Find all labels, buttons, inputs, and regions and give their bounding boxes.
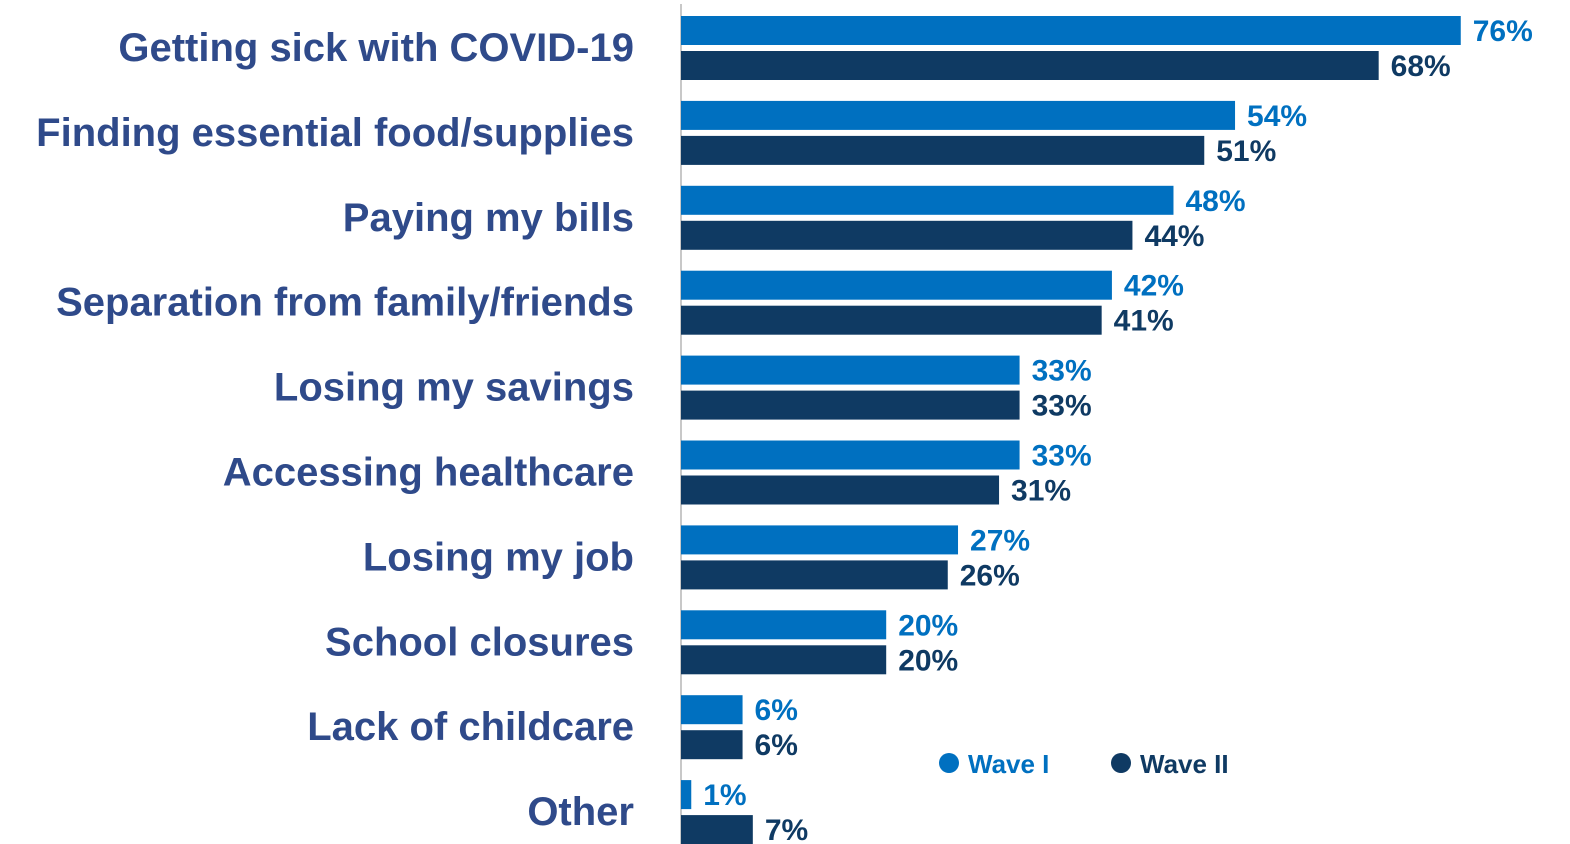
bar-wave-ii	[681, 51, 1379, 80]
bar-wave-i	[681, 185, 1174, 215]
bar-wave-i	[681, 695, 743, 725]
category-labels: Getting sick with COVID-19 Finding essent…	[36, 26, 634, 834]
value-label-wave-i: 6%	[755, 694, 798, 727]
category-label: Losing my job	[363, 535, 634, 579]
bar-wave-i	[681, 16, 1461, 45]
bar-wave-ii	[681, 815, 753, 844]
value-label-wave-ii: 44%	[1144, 220, 1204, 253]
category-label: Accessing healthcare	[223, 451, 634, 495]
value-label-wave-i: 20%	[898, 609, 958, 642]
category-label: Getting sick with COVID-19	[118, 26, 634, 70]
bar-wave-ii	[681, 475, 1000, 505]
legend-marker-wave-i	[939, 753, 959, 773]
value-label-wave-i: 1%	[703, 779, 746, 812]
bar-wave-ii	[681, 390, 1020, 420]
value-label-wave-ii: 51%	[1216, 135, 1276, 168]
value-labels: 76%68%54%51%48%44%42%41%33%33%33%31%27%2…	[703, 15, 1533, 844]
bar-wave-i	[681, 100, 1236, 130]
bar-wave-ii	[681, 730, 743, 760]
category-label: Paying my bills	[343, 196, 634, 240]
legend-label-wave-i: Wave I	[968, 749, 1049, 779]
value-label-wave-i: 76%	[1473, 15, 1533, 48]
legend-label-wave-ii: Wave II	[1140, 749, 1229, 779]
value-label-wave-ii: 68%	[1391, 50, 1451, 83]
bar-wave-i	[681, 780, 692, 810]
bars-group	[681, 16, 1461, 844]
value-label-wave-ii: 6%	[755, 729, 798, 762]
category-label: Other	[527, 790, 634, 834]
value-label-wave-ii: 41%	[1114, 305, 1174, 338]
bar-wave-ii	[681, 220, 1133, 250]
value-label-wave-i: 48%	[1185, 185, 1245, 218]
value-label-wave-i: 54%	[1247, 100, 1307, 133]
value-label-wave-i: 42%	[1124, 270, 1184, 303]
legend-marker-wave-ii	[1111, 753, 1131, 773]
bar-wave-i	[681, 610, 887, 640]
value-label-wave-i: 33%	[1032, 355, 1092, 388]
category-label: Losing my savings	[274, 366, 634, 410]
value-label-wave-i: 27%	[970, 524, 1030, 557]
bar-wave-i	[681, 270, 1112, 300]
bar-wave-ii	[681, 645, 887, 675]
bar-wave-ii	[681, 135, 1205, 165]
value-label-wave-ii: 20%	[898, 644, 958, 677]
value-label-wave-ii: 7%	[765, 814, 808, 844]
value-label-wave-i: 33%	[1032, 440, 1092, 473]
value-label-wave-ii: 31%	[1011, 475, 1071, 508]
bar-wave-ii	[681, 560, 948, 590]
bar-wave-ii	[681, 305, 1102, 335]
bar-wave-i	[681, 440, 1020, 470]
legend: Wave I Wave II	[939, 749, 1229, 779]
category-label: Lack of childcare	[307, 705, 634, 749]
category-label: Separation from family/friends	[56, 281, 634, 325]
category-label: School closures	[325, 620, 634, 664]
bar-wave-i	[681, 355, 1020, 385]
value-label-wave-ii: 33%	[1032, 390, 1092, 423]
category-label: Finding essential food/supplies	[36, 111, 634, 155]
value-label-wave-ii: 26%	[960, 559, 1020, 592]
bar-wave-i	[681, 525, 959, 555]
